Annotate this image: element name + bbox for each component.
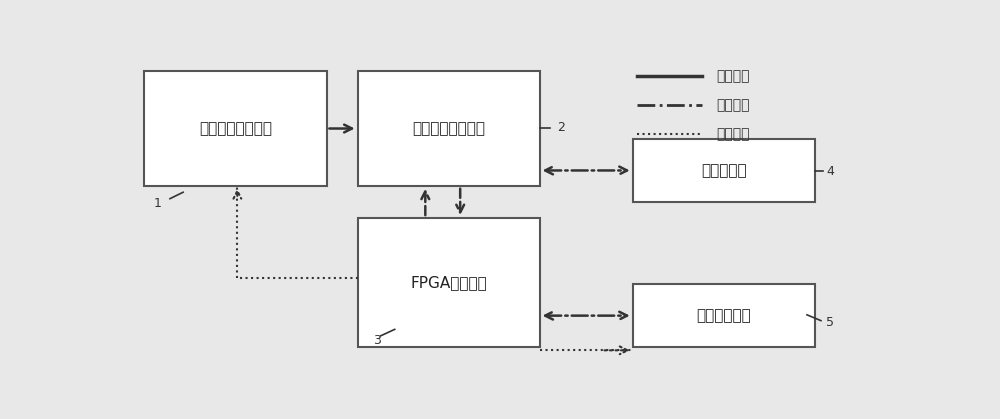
Bar <box>358 218 540 347</box>
Bar <box>633 139 815 202</box>
Bar <box>633 284 815 347</box>
Bar <box>144 71 326 186</box>
Text: 3: 3 <box>373 334 381 347</box>
Text: 2: 2 <box>557 121 565 134</box>
Text: 5: 5 <box>826 316 834 329</box>
Text: 总线通讯模块: 总线通讯模块 <box>696 308 751 323</box>
Bar <box>358 71 540 186</box>
Text: 模拟信号: 模拟信号 <box>716 69 750 83</box>
Text: 数字信号: 数字信号 <box>716 98 750 112</box>
Text: 1: 1 <box>154 197 161 210</box>
Text: FPGA控制模块: FPGA控制模块 <box>410 275 487 290</box>
Text: 光发送模块: 光发送模块 <box>701 163 746 178</box>
Text: 控制信号: 控制信号 <box>716 127 750 141</box>
Text: 微弱信号处理模块: 微弱信号处理模块 <box>199 121 272 136</box>
Text: 模拟信号采集模块: 模拟信号采集模块 <box>412 121 485 136</box>
Text: 4: 4 <box>826 165 834 178</box>
